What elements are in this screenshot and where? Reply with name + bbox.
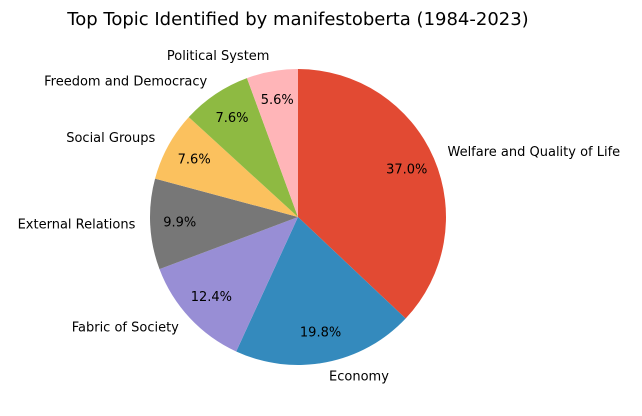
pie-percent-label-welfare-and-quality-of-life: 37.0% xyxy=(386,163,427,178)
pie-percent-label-economy: 19.8% xyxy=(300,326,341,341)
pie-slice-external-relations xyxy=(149,178,298,270)
pie-slice-economy xyxy=(236,217,406,366)
pie-category-label-welfare-and-quality-of-life: Welfare and Quality of Life xyxy=(447,145,620,160)
chart-title: Top Topic Identified by manifestoberta (… xyxy=(66,9,528,30)
pie-slice-freedom-and-democracy xyxy=(188,78,298,217)
pie-slice-welfare-and-quality-of-life xyxy=(298,69,446,319)
pie-category-labels: Welfare and Quality of Life Economy Fabric… xyxy=(18,49,621,384)
pie-percent-label-external-relations: 9.9% xyxy=(163,215,196,230)
pie-percent-label-fabric-of-society: 12.4% xyxy=(191,290,232,305)
pie-slice-social-groups xyxy=(155,117,298,217)
pie-category-label-social-groups: Social Groups xyxy=(66,131,155,146)
pie-percent-labels: 37.0% 19.8% 12.4% 9.9% 7.6% 7.6% 5.6% xyxy=(163,93,427,341)
pie-category-label-external-relations: External Relations xyxy=(18,217,136,232)
pie-slice-fabric-of-society xyxy=(159,217,298,352)
pie-percent-label-social-groups: 7.6% xyxy=(178,153,211,168)
pie-percent-label-freedom-and-democracy: 7.6% xyxy=(215,111,248,126)
pie-category-label-freedom-and-democracy: Freedom and Democracy xyxy=(44,74,207,89)
pie-slice-political-system xyxy=(246,69,298,217)
pie-category-label-economy: Economy xyxy=(329,369,389,384)
pie-percent-label-political-system: 5.6% xyxy=(261,93,294,108)
pie-slices xyxy=(149,69,446,366)
pie-category-label-political-system: Political System xyxy=(167,49,270,64)
pie-category-label-fabric-of-society: Fabric of Society xyxy=(72,320,179,335)
